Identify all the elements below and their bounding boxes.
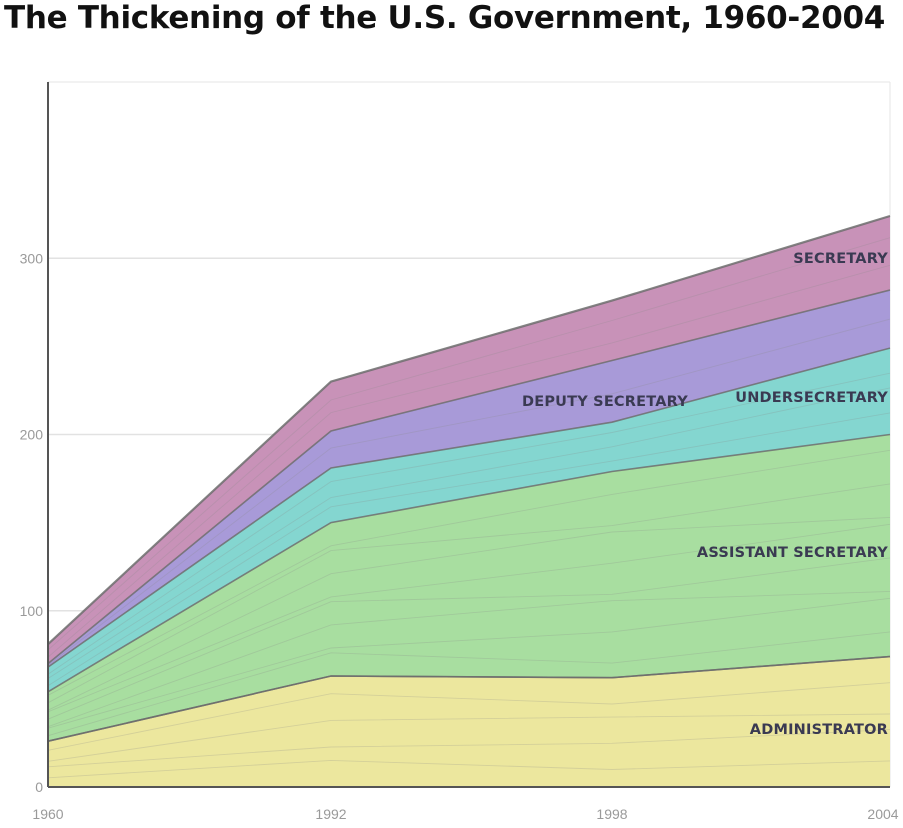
series-label-deputy-secretary: DEPUTY SECRETARY	[522, 394, 688, 410]
series-boundary	[47, 214, 891, 646]
area-deputy-secretary	[48, 290, 890, 668]
band-line	[47, 729, 891, 768]
band-line	[47, 557, 891, 720]
area-assistant-secretary	[48, 434, 890, 742]
band-line	[47, 387, 891, 679]
band-line	[47, 449, 891, 696]
area-undersecretary	[48, 348, 890, 692]
band-line	[47, 759, 891, 779]
x-tick-label: 1960	[32, 806, 63, 822]
band-line	[47, 264, 891, 658]
area-secretary	[48, 216, 890, 664]
series-label-secretary: SECRETARY	[793, 251, 888, 267]
y-tick-label: 300	[20, 250, 44, 266]
series-boundary	[47, 347, 891, 668]
y-tick-label: 0	[35, 779, 43, 795]
band-line	[47, 483, 891, 704]
chart-title: The Thickening of the U.S. Government, 1…	[4, 0, 886, 36]
series-label-administrator: ADMINISTRATOR	[750, 722, 888, 738]
x-tick-label: 1998	[596, 806, 627, 822]
band-line	[47, 318, 891, 666]
band-line	[47, 372, 891, 675]
y-tick-label: 200	[20, 427, 44, 443]
band-line	[47, 237, 891, 651]
band-line	[47, 631, 891, 737]
x-tick-label: 2004	[867, 806, 898, 822]
area-administrator	[48, 656, 890, 787]
series-boundary	[47, 433, 891, 693]
series-boundary	[47, 289, 891, 665]
y-tick-label: 100	[20, 603, 44, 619]
series-boundary	[47, 655, 891, 742]
band-line	[47, 590, 891, 728]
band-line	[47, 597, 891, 729]
area-internal-lines	[47, 237, 891, 779]
band-line	[47, 713, 891, 762]
band-line	[47, 682, 891, 751]
x-tick-label: 1992	[315, 806, 346, 822]
band-line	[47, 516, 891, 711]
series-label-assistant-secretary: ASSISTANT SECRETARY	[697, 545, 888, 561]
band-line	[47, 412, 891, 687]
series-label-undersecretary: UNDERSECRETARY	[735, 390, 888, 406]
band-line	[47, 523, 891, 713]
